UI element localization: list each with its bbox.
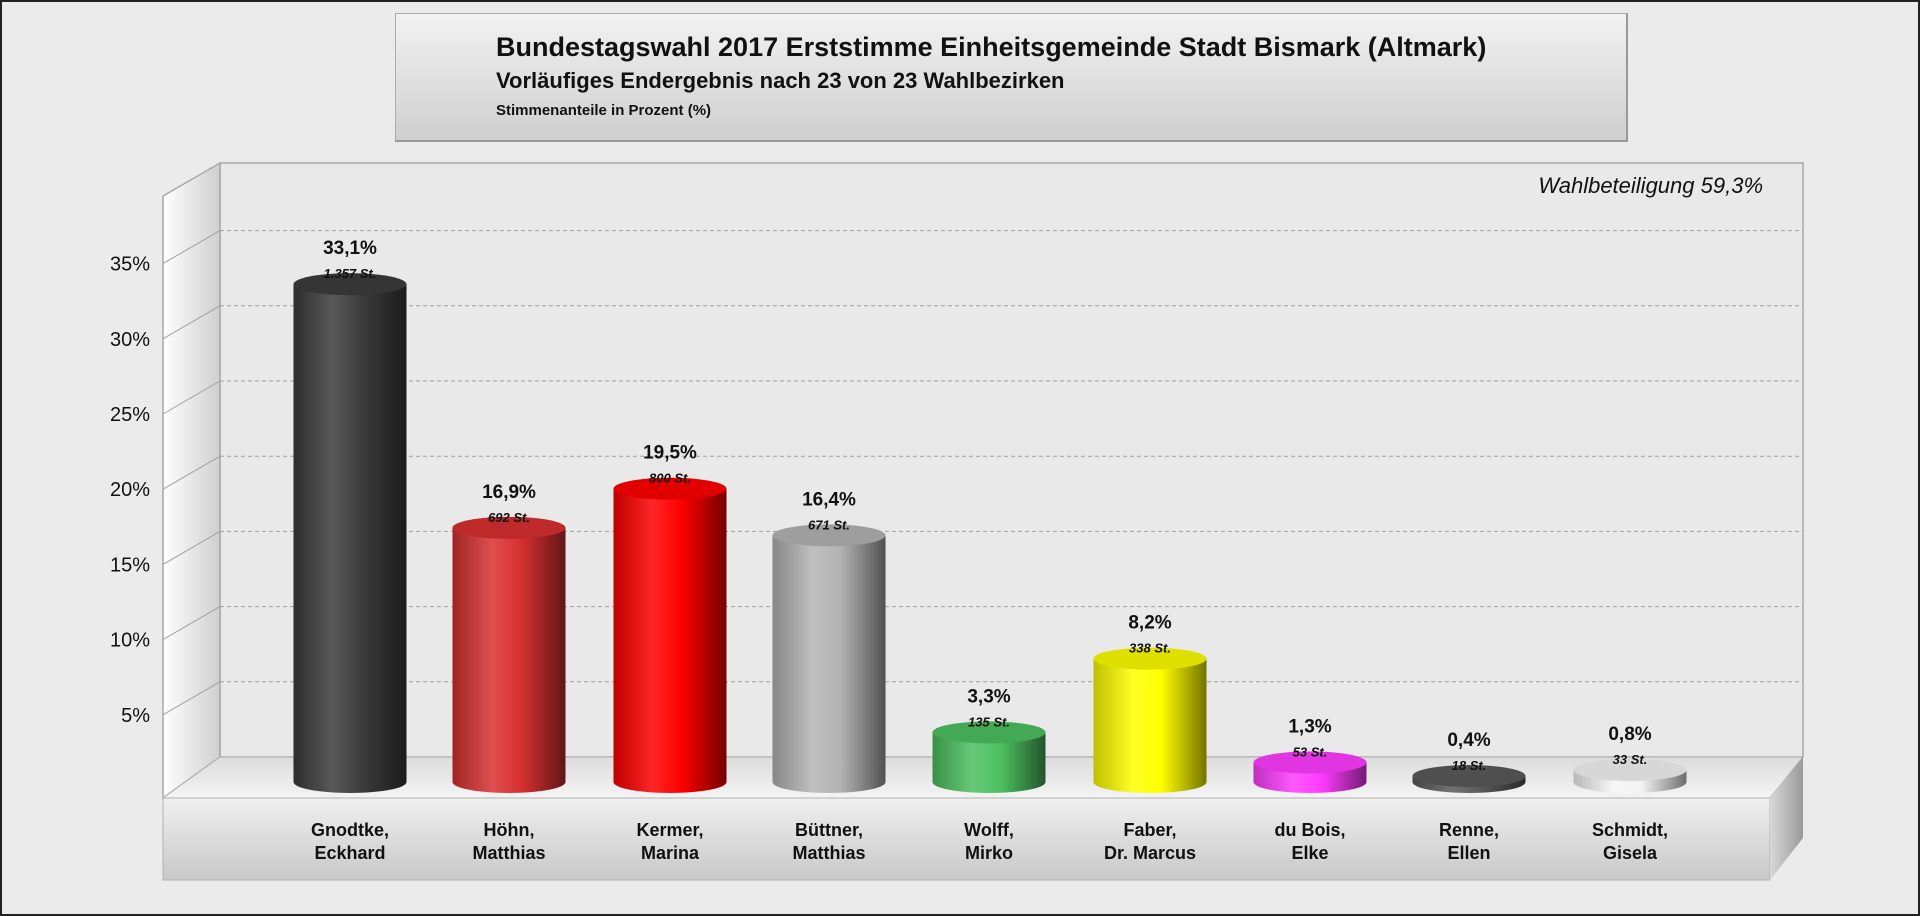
bar-body (613, 488, 727, 793)
bar-top (932, 721, 1046, 744)
y-tick-label: 5% (121, 705, 150, 727)
category-label: Gisela (1603, 843, 1658, 863)
category-label: Schmidt, (1592, 820, 1668, 840)
votes-label: 53 St. (1293, 744, 1328, 759)
y-tick-label: 30% (110, 329, 150, 351)
category-label: Eckhard (314, 843, 385, 863)
value-label: 1,3% (1288, 716, 1331, 737)
category-label: Dr. Marcus (1104, 843, 1196, 863)
y-axis-label: Stimmenanteile in Prozent (%) (496, 102, 712, 119)
x-tick-labels: Gnodtke, Eckhard Höhn, Matthias Kermer, Marin… (311, 820, 1668, 863)
value-label: 16,4% (802, 489, 856, 510)
votes-label: 135 St. (968, 714, 1010, 729)
bars: 33,1% 1.357 St. 16,9% 692 St. 19,5% 800 St. 16… (293, 238, 1687, 793)
bar: 19,5% 800 St. (613, 443, 727, 793)
bar-top (1573, 758, 1687, 781)
bar: 0,4% 18 St. (1412, 730, 1526, 793)
chart-title: Bundestagswahl 2017 Erststimme Einheitsg… (496, 32, 1487, 62)
bar-top (1253, 751, 1367, 774)
bar: 0,8% 33 St. (1573, 724, 1687, 793)
category-label: Höhn, (484, 820, 535, 840)
votes-label: 18 St. (1452, 758, 1487, 773)
votes-label: 671 St. (808, 517, 850, 532)
category-label: Büttner, (795, 820, 863, 840)
category-label: Elke (1291, 843, 1328, 863)
y-tick-label: 15% (110, 554, 150, 576)
bar: 3,3% 135 St. (932, 686, 1046, 793)
bar: 16,9% 692 St. (452, 482, 566, 793)
category-label: Matthias (792, 843, 865, 863)
votes-label: 800 St. (649, 471, 691, 486)
gridline-side (162, 380, 221, 415)
bar-top (613, 477, 727, 500)
y-tick-label: 20% (110, 479, 150, 501)
bar-top (1093, 647, 1207, 670)
gridline-side (162, 530, 221, 565)
title-box: Bundestagswahl 2017 Erststimme Einheitsg… (395, 13, 1628, 142)
y-tick-label: 10% (110, 630, 150, 652)
category-label: Wolff, (964, 820, 1014, 840)
category-label: Kermer, (636, 820, 703, 840)
value-label: 3,3% (967, 686, 1010, 707)
category-label: du Bois, (1275, 820, 1346, 840)
bar-body (1093, 658, 1207, 793)
category-label: Gnodtke, (311, 820, 389, 840)
category-label: Mirko (965, 843, 1013, 863)
bar-top (293, 273, 407, 296)
floor-right (1770, 757, 1803, 880)
bar: 33,1% 1.357 St. (293, 238, 407, 793)
bar-top (1412, 764, 1526, 787)
bar-body (452, 527, 566, 793)
chart-subtitle: Vorläufiges Endergebnis nach 23 von 23 W… (496, 68, 1065, 93)
y-tick-label: 35% (110, 254, 150, 276)
value-label: 8,2% (1128, 613, 1171, 634)
votes-label: 1.357 St. (324, 266, 377, 281)
value-label: 33,1% (323, 238, 377, 259)
gridline-side (162, 455, 221, 490)
votes-label: 692 St. (488, 510, 530, 525)
gridlines (162, 230, 1803, 716)
category-label: Ellen (1447, 843, 1490, 863)
bar-body (772, 535, 886, 793)
category-label: Renne, (1439, 820, 1499, 840)
gridline-side (162, 230, 221, 265)
y-tick-labels: 5% 10% 15% 20% 25% 30% 35% (110, 254, 150, 727)
bar-top (452, 516, 566, 539)
bar: 1,3% 53 St. (1253, 716, 1367, 793)
turnout-annotation: Wahlbeteiligung 59,3% (1538, 173, 1763, 198)
votes-label: 338 St. (1129, 641, 1171, 656)
bar: 16,4% 671 St. (772, 489, 886, 793)
bar-body (932, 732, 1046, 793)
value-label: 16,9% (482, 482, 536, 503)
category-label: Matthias (472, 843, 545, 863)
category-label: Marina (641, 843, 700, 863)
value-label: 0,8% (1608, 724, 1651, 745)
y-tick-label: 25% (110, 404, 150, 426)
gridline-side (162, 606, 221, 641)
votes-label: 33 St. (1613, 752, 1648, 767)
value-label: 19,5% (643, 443, 697, 464)
gridline-side (162, 305, 221, 340)
bar: 8,2% 338 St. (1093, 613, 1207, 793)
bar-body (293, 284, 407, 793)
gridline-side (162, 681, 221, 716)
bar-top (772, 524, 886, 547)
value-label: 0,4% (1447, 730, 1490, 751)
category-label: Faber, (1123, 820, 1176, 840)
